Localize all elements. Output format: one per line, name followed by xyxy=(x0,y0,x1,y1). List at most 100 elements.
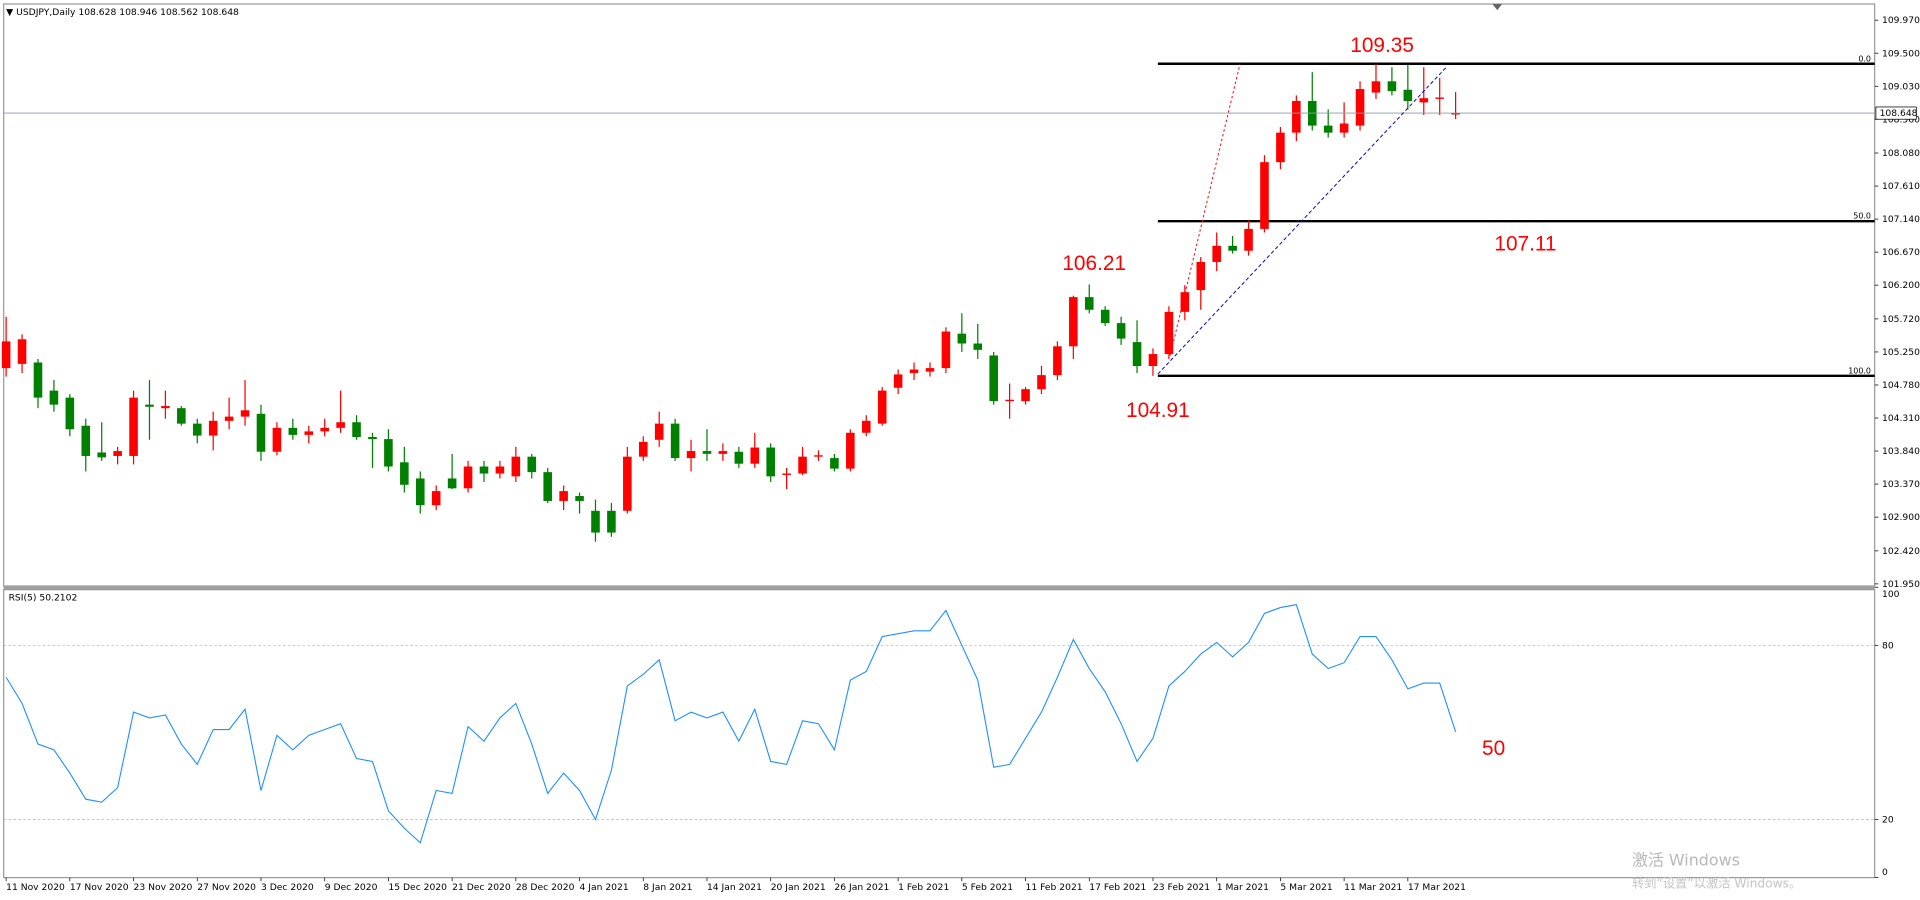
candle-body xyxy=(1339,123,1349,133)
candle-body xyxy=(272,427,282,452)
x-tick-label: 14 Jan 2021 xyxy=(707,882,762,893)
candle-body xyxy=(256,413,266,452)
candle-body xyxy=(1,341,11,369)
rsi-header: RSI(5) 50.2102 xyxy=(9,593,78,604)
x-tick-label: 1 Feb 2021 xyxy=(898,882,949,893)
y-tick-label: 106.200 xyxy=(1882,280,1920,291)
candle-body xyxy=(1371,81,1381,93)
candle-body xyxy=(352,422,361,437)
y-tick-label: 104.780 xyxy=(1882,380,1920,391)
candle-body xyxy=(495,466,505,474)
fib-level-label: 100.0 xyxy=(1848,366,1871,375)
candle-body xyxy=(846,432,855,469)
candle-body xyxy=(65,397,75,430)
candle-body xyxy=(1196,261,1206,291)
candle-body xyxy=(1132,342,1142,366)
candle-body xyxy=(670,423,680,459)
candle-body xyxy=(1212,245,1221,262)
menu-arrow[interactable]: ▼ xyxy=(6,7,14,18)
candle-body xyxy=(1403,89,1413,102)
rsi-y-tick-label: 80 xyxy=(1882,640,1894,651)
x-tick-label: 11 Nov 2020 xyxy=(6,882,65,893)
x-tick-label: 17 Feb 2021 xyxy=(1089,882,1146,893)
candle-body xyxy=(575,496,584,501)
candle-body xyxy=(989,355,998,402)
candle-body xyxy=(702,451,712,454)
candle-body xyxy=(559,491,568,501)
x-tick-label: 11 Feb 2021 xyxy=(1026,882,1083,893)
symbol: USDJPY,Daily xyxy=(16,7,76,18)
candle-body xyxy=(1435,97,1444,99)
candle-body xyxy=(1116,323,1126,339)
rsi-line xyxy=(5,604,1457,844)
candle-body xyxy=(1244,228,1253,251)
candle-body xyxy=(782,473,791,475)
candle-body xyxy=(909,369,919,374)
watermark-sub: 转到“设置”以激活 Windows。 xyxy=(1632,875,1801,890)
candle-body xyxy=(1276,132,1285,163)
candle-body xyxy=(877,390,887,424)
candle-body xyxy=(145,404,154,407)
candle-body xyxy=(1005,399,1014,402)
y-tick-label: 105.250 xyxy=(1882,347,1920,358)
annotation: 104.91 xyxy=(1126,399,1190,422)
candle-body xyxy=(320,427,329,432)
candle-body xyxy=(1148,354,1158,366)
y-tick-label: 103.370 xyxy=(1882,479,1920,490)
y-tick-label: 108.080 xyxy=(1882,148,1920,159)
plot-layer: 109.970 109.500 109.030 108.560 108.080 107.6… xyxy=(1,15,1920,893)
candle-body xyxy=(511,456,521,477)
x-tick-label: 5 Feb 2021 xyxy=(962,882,1013,893)
annotation: 106.21 xyxy=(1062,252,1126,275)
candle-body xyxy=(1451,113,1460,115)
trend-line-blue xyxy=(1157,67,1447,375)
candle-body xyxy=(638,441,648,457)
candle-body xyxy=(1355,89,1365,126)
y-tick-label: 102.900 xyxy=(1882,512,1920,523)
annotation: 109.35 xyxy=(1350,34,1414,57)
rsi-current: 50.2102 xyxy=(39,593,77,604)
candle-body xyxy=(957,333,967,344)
y-tick-label: 103.840 xyxy=(1882,446,1920,457)
y-tick-label: 108.560 xyxy=(1882,114,1920,125)
candle-body xyxy=(368,436,377,440)
candle-body xyxy=(97,452,106,458)
y-tick-label: 107.140 xyxy=(1882,214,1920,225)
candle-body xyxy=(1069,297,1078,347)
x-tick-label: 4 Jan 2021 xyxy=(580,882,629,893)
candle-body xyxy=(798,456,807,474)
x-tick-label: 23 Feb 2021 xyxy=(1153,882,1210,893)
y-tick-label: 107.610 xyxy=(1882,181,1920,192)
y-tick-label: 101.950 xyxy=(1882,579,1920,590)
candle-body xyxy=(750,447,760,464)
x-tick-label: 28 Dec 2020 xyxy=(516,882,575,893)
candle-body xyxy=(49,390,59,405)
candle-body xyxy=(240,410,250,417)
candle-body xyxy=(1419,98,1429,103)
candle-body xyxy=(1260,162,1269,229)
chart-header: ▼ USDJPY,Daily 108.628 108.946 108.562 1… xyxy=(6,7,239,18)
candle-body xyxy=(224,416,234,421)
candle-body xyxy=(591,510,600,533)
y-tick-label: 109.500 xyxy=(1882,48,1920,59)
shift-marker xyxy=(1492,4,1503,11)
rsi-y-tick-label: 0 xyxy=(1882,867,1888,878)
candle-body xyxy=(766,447,775,477)
candle-body xyxy=(543,472,552,501)
trend-line-red xyxy=(1169,63,1241,356)
fib-level-label: 50.0 xyxy=(1853,212,1871,221)
rsi-panel xyxy=(3,589,1876,879)
x-tick-label: 26 Jan 2021 xyxy=(834,882,889,893)
candle-body xyxy=(384,439,393,467)
candle-body xyxy=(81,425,91,456)
candle-body xyxy=(718,451,728,454)
x-tick-label: 21 Dec 2020 xyxy=(452,882,511,893)
annotation: 50 xyxy=(1482,737,1505,760)
candle-body xyxy=(1387,81,1397,92)
candle-body xyxy=(33,362,43,398)
x-tick-label: 27 Nov 2020 xyxy=(197,882,256,893)
candle-body xyxy=(336,422,345,428)
x-tick-label: 11 Mar 2021 xyxy=(1344,882,1402,893)
